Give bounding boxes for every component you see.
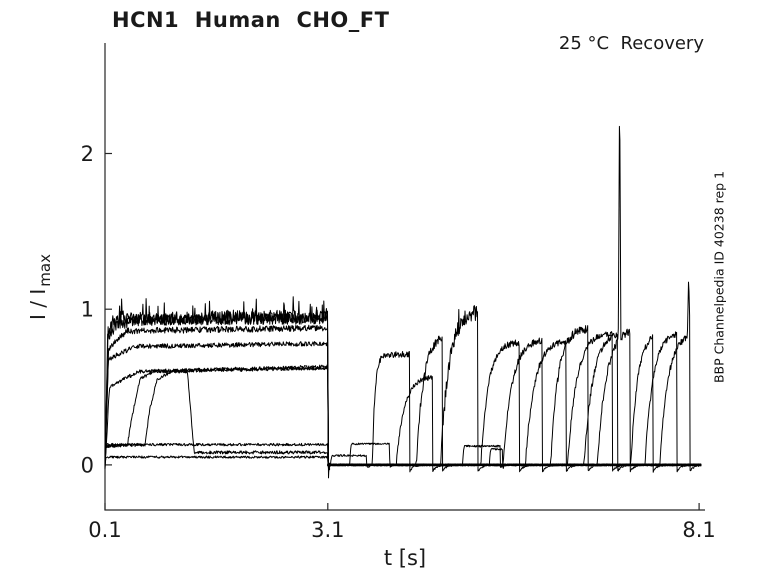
x-axis-label: t [s] — [383, 546, 427, 570]
baseline-step-trace — [462, 444, 505, 468]
temperature-recovery-annotation: 25 °C Recovery — [558, 33, 704, 54]
recovery-trace — [327, 351, 702, 473]
watermark-text: BBP Channelpedia ID 40238 rep 1 — [711, 170, 727, 384]
x-tick-label: 0.1 — [88, 518, 121, 542]
x-tick-label: 8.1 — [682, 518, 715, 542]
conditioning-trace — [104, 442, 331, 470]
recovery-trace — [327, 331, 702, 472]
baseline-step-trace — [488, 447, 507, 469]
chart-title: HCN1 Human CHO_FT — [112, 8, 390, 32]
conditioning-trace — [104, 455, 331, 469]
recovery-trace — [327, 305, 702, 472]
recovery-trace — [327, 125, 702, 473]
y-axis-label: I / Imax — [26, 254, 54, 320]
y-tick-label: 0 — [81, 453, 94, 477]
recovery-trace — [327, 331, 702, 473]
x-tick-label: 3.1 — [311, 518, 344, 542]
baseline-step-trace — [349, 442, 394, 468]
y-axis-label-main: I / I — [26, 288, 50, 320]
recovery-trace — [327, 339, 702, 473]
conditioning-trace — [104, 296, 331, 479]
y-tick-label: 2 — [81, 142, 94, 166]
axis-lines — [104, 43, 705, 511]
conditioning-trace — [104, 364, 331, 469]
recovery-trace — [327, 339, 702, 472]
conditioning-trace — [104, 366, 331, 470]
y-tick-label: 1 — [81, 298, 94, 322]
conditioning-trace — [104, 324, 331, 474]
y-axis-label-subscript: max — [36, 254, 54, 287]
recovery-trace — [327, 281, 702, 472]
conditioning-trace — [104, 341, 331, 470]
